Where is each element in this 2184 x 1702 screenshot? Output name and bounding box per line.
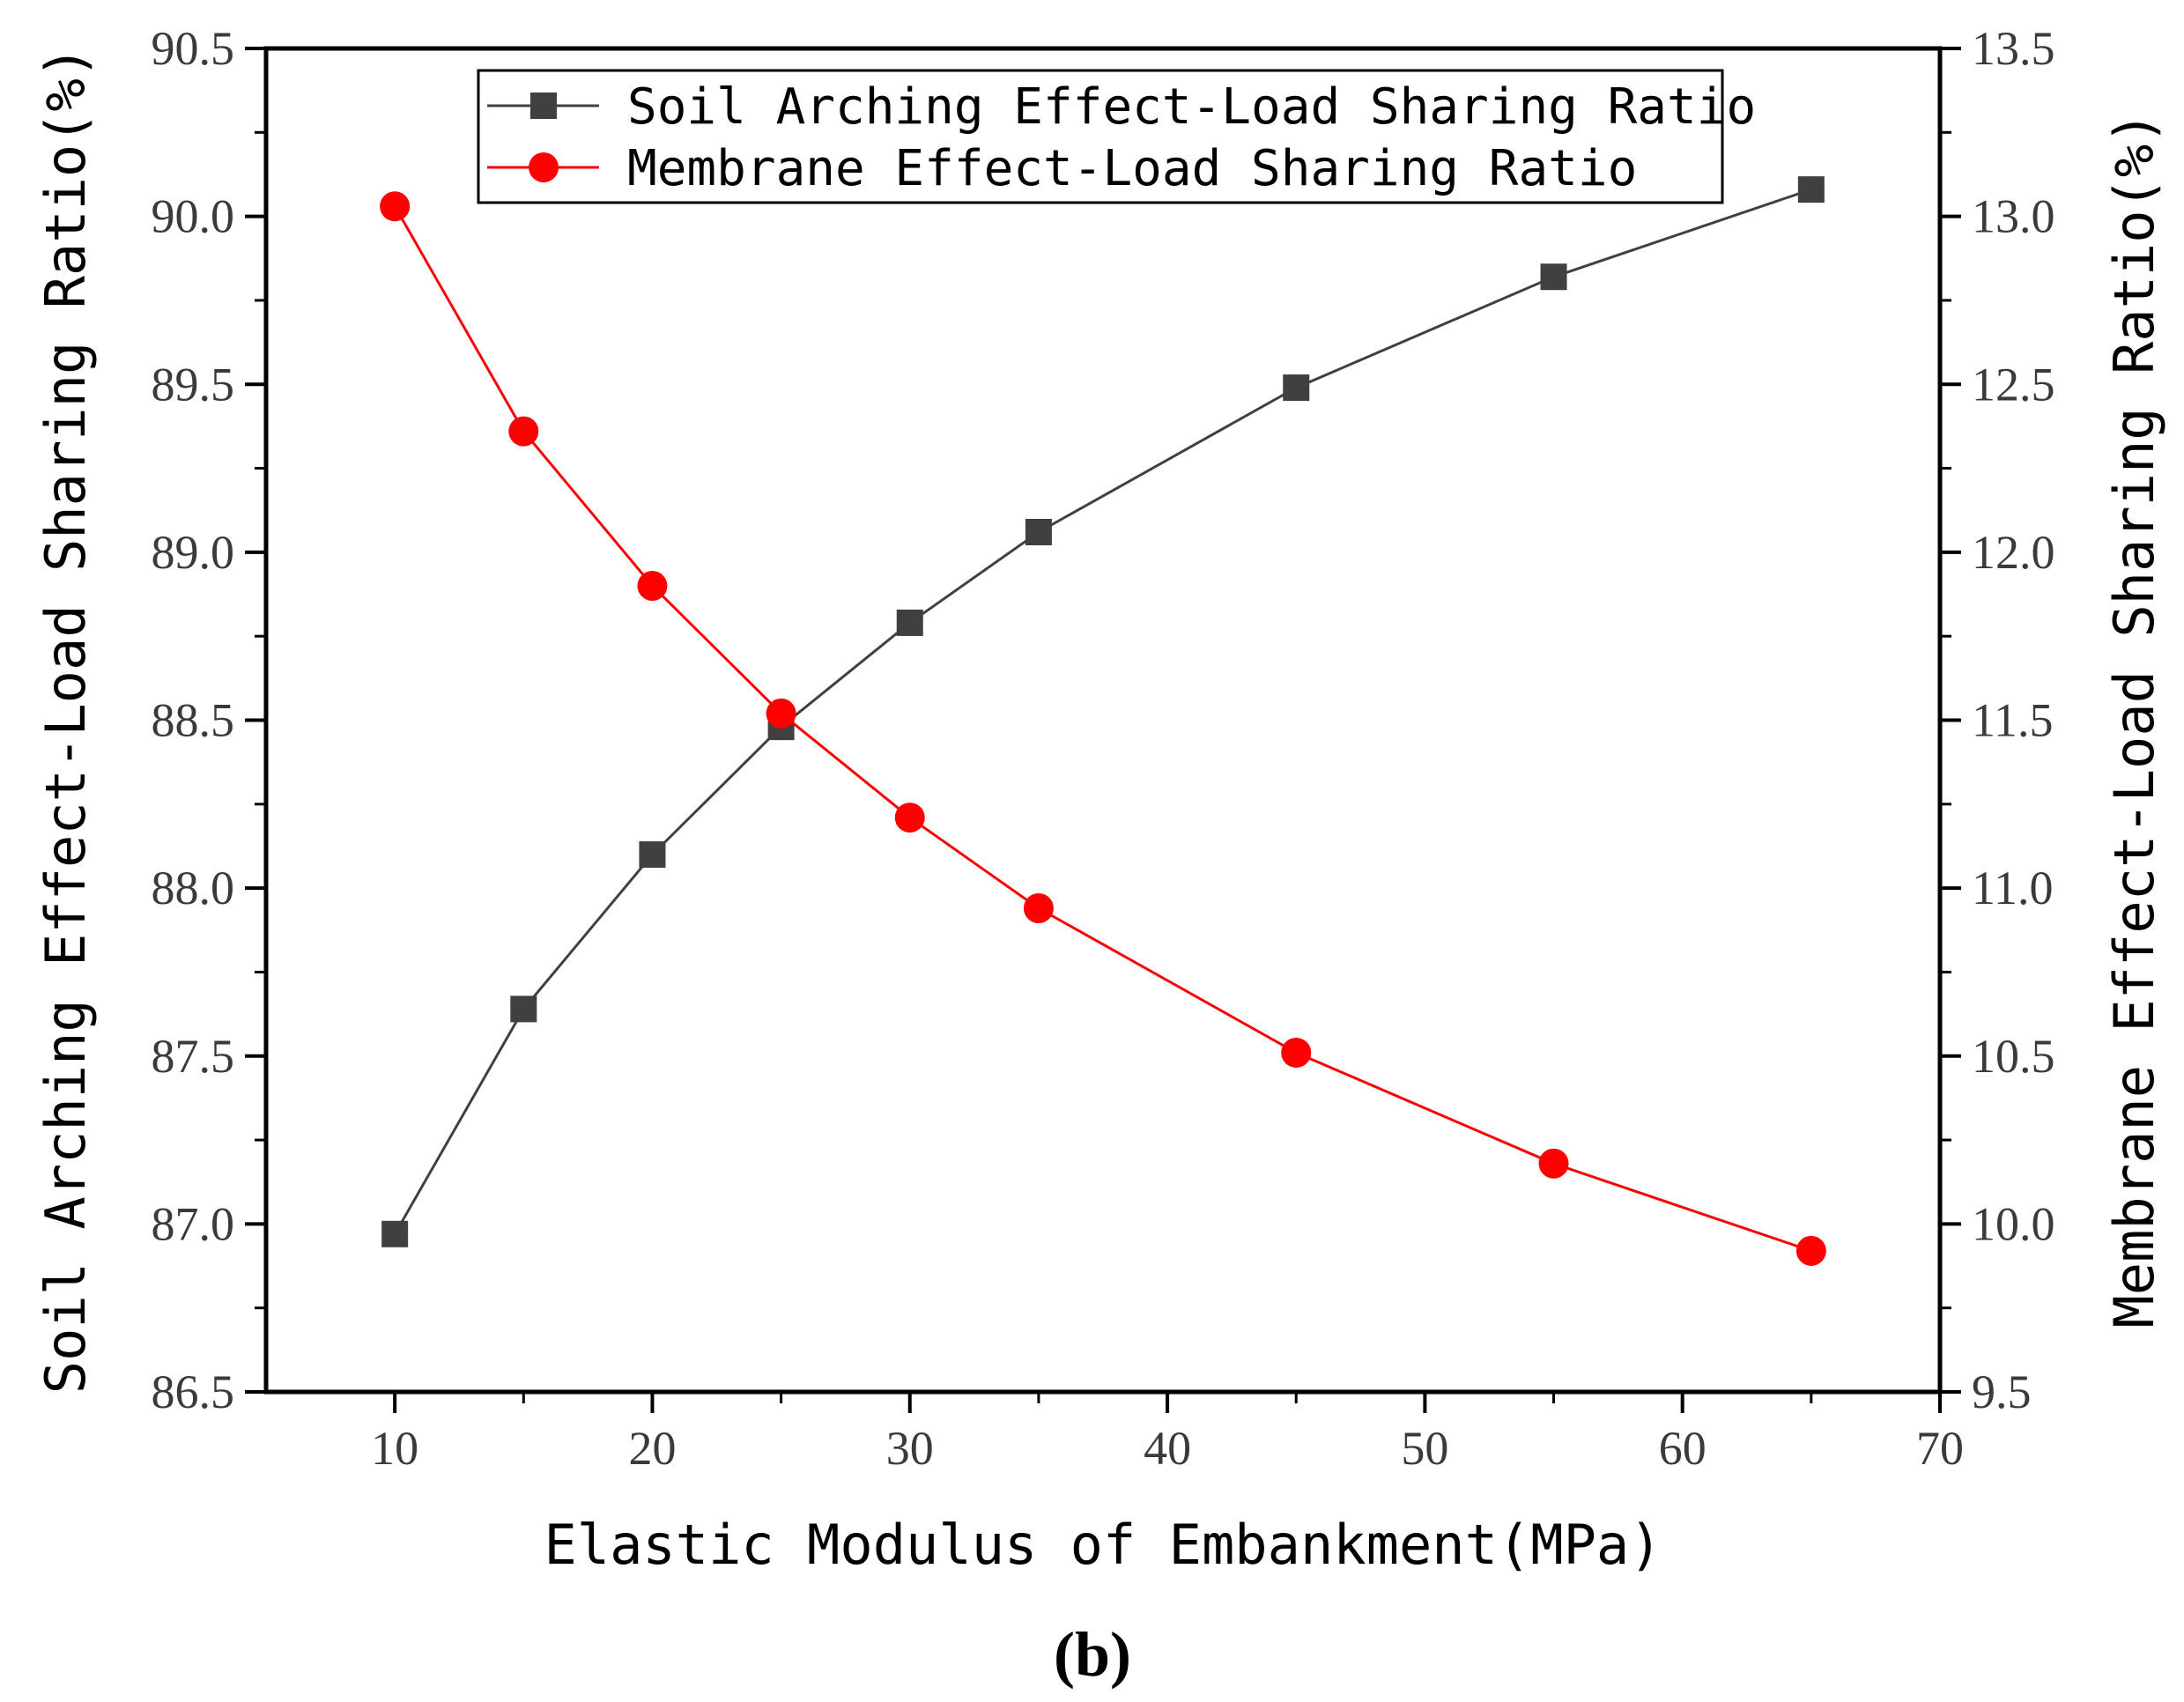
legend-label-soil: Soil Arching Effect-Load Sharing Ratio [627, 78, 1756, 136]
membrane-point [380, 191, 411, 222]
y-right-tick-label: 13.5 [1972, 22, 2055, 75]
membrane-point [637, 571, 668, 601]
y-left-tick-label: 87.5 [152, 1030, 235, 1083]
x-tick-label: 10 [371, 1422, 418, 1475]
soil-arching-point [1540, 263, 1567, 291]
membrane-point [508, 416, 539, 447]
y-left-tick-label: 88.0 [152, 862, 235, 914]
membrane-point [1281, 1037, 1312, 1068]
legend-box [477, 69, 1724, 204]
y-left-tick-label: 87.0 [152, 1197, 235, 1250]
y-right-tick-label: 10.0 [1972, 1197, 2055, 1250]
legend-label-membrane: Membrane Effect-Load Sharing Ratio [627, 140, 1637, 197]
x-tick-label: 40 [1144, 1422, 1191, 1475]
y-right-tick-label: 12.0 [1972, 526, 2055, 579]
y-right-tick-label: 11.0 [1972, 862, 2054, 914]
soil-arching-point [639, 841, 666, 868]
soil-arching-point [381, 1220, 409, 1247]
y-left-tick-label: 86.5 [152, 1365, 235, 1418]
y-right-tick-label: 10.5 [1972, 1030, 2055, 1083]
x-tick-label: 60 [1659, 1422, 1706, 1475]
y-left-tick-labels: 86.5 87.0 87.5 88.0 88.5 89.0 89.5 90.0 90.5 [152, 22, 235, 1418]
legend-marker-soil [530, 92, 557, 119]
y-right-tick-label: 13.0 [1972, 190, 2055, 243]
y-left-tick-label: 89.5 [152, 358, 235, 411]
y-right-tick-labels: 9.5 10.0 10.5 11.0 11.5 12.0 12.5 13.0 13.5 [1972, 22, 2055, 1418]
y-right-tick-label: 11.5 [1972, 694, 2054, 747]
x-tick-label: 30 [886, 1422, 934, 1475]
y-left-tick-label: 89.0 [152, 526, 235, 579]
figure-caption: (b) [1054, 1619, 1131, 1690]
y-right-axis-title: Membrane Effect-Load Sharing Ratio(%) [2102, 111, 2166, 1328]
soil-arching-point [1283, 374, 1310, 402]
membrane-point [1023, 893, 1054, 923]
y-left-tick-label: 88.5 [152, 694, 235, 747]
major-ticks [245, 47, 1961, 1413]
y-right-tick-label: 9.5 [1972, 1365, 2032, 1418]
legend-marker-membrane [529, 152, 559, 182]
y-left-tick-label: 90.0 [152, 190, 235, 243]
x-tick-labels: 10 20 30 40 50 60 70 [371, 1422, 1964, 1475]
x-tick-label: 70 [1916, 1422, 1964, 1475]
soil-arching-point [1797, 176, 1825, 204]
plot-frame [263, 46, 1943, 1395]
membrane-point [894, 803, 925, 833]
soil-arching-point [896, 609, 923, 636]
x-axis-title: Elastic Modulus of Embankment(MPa) [544, 1513, 1662, 1577]
series-line-soil-arching [393, 188, 1812, 1235]
legend: Soil Arching Effect-Load Sharing Ratio M… [477, 69, 1756, 204]
series-line-membrane [393, 205, 1812, 1253]
y-left-axis-title: Soil Arching Effect-Load Sharing Ratio(%… [33, 46, 98, 1394]
minor-ticks [255, 130, 1951, 1403]
membrane-point [1795, 1235, 1826, 1266]
series-layer [380, 176, 1826, 1266]
membrane-point [1538, 1148, 1569, 1179]
x-tick-label: 20 [628, 1422, 676, 1475]
y-right-tick-label: 12.5 [1972, 358, 2055, 411]
x-tick-label: 50 [1401, 1422, 1448, 1475]
membrane-point [766, 698, 796, 729]
y-left-tick-label: 90.5 [152, 22, 235, 75]
soil-arching-point [1025, 519, 1052, 545]
soil-arching-point [510, 995, 537, 1023]
